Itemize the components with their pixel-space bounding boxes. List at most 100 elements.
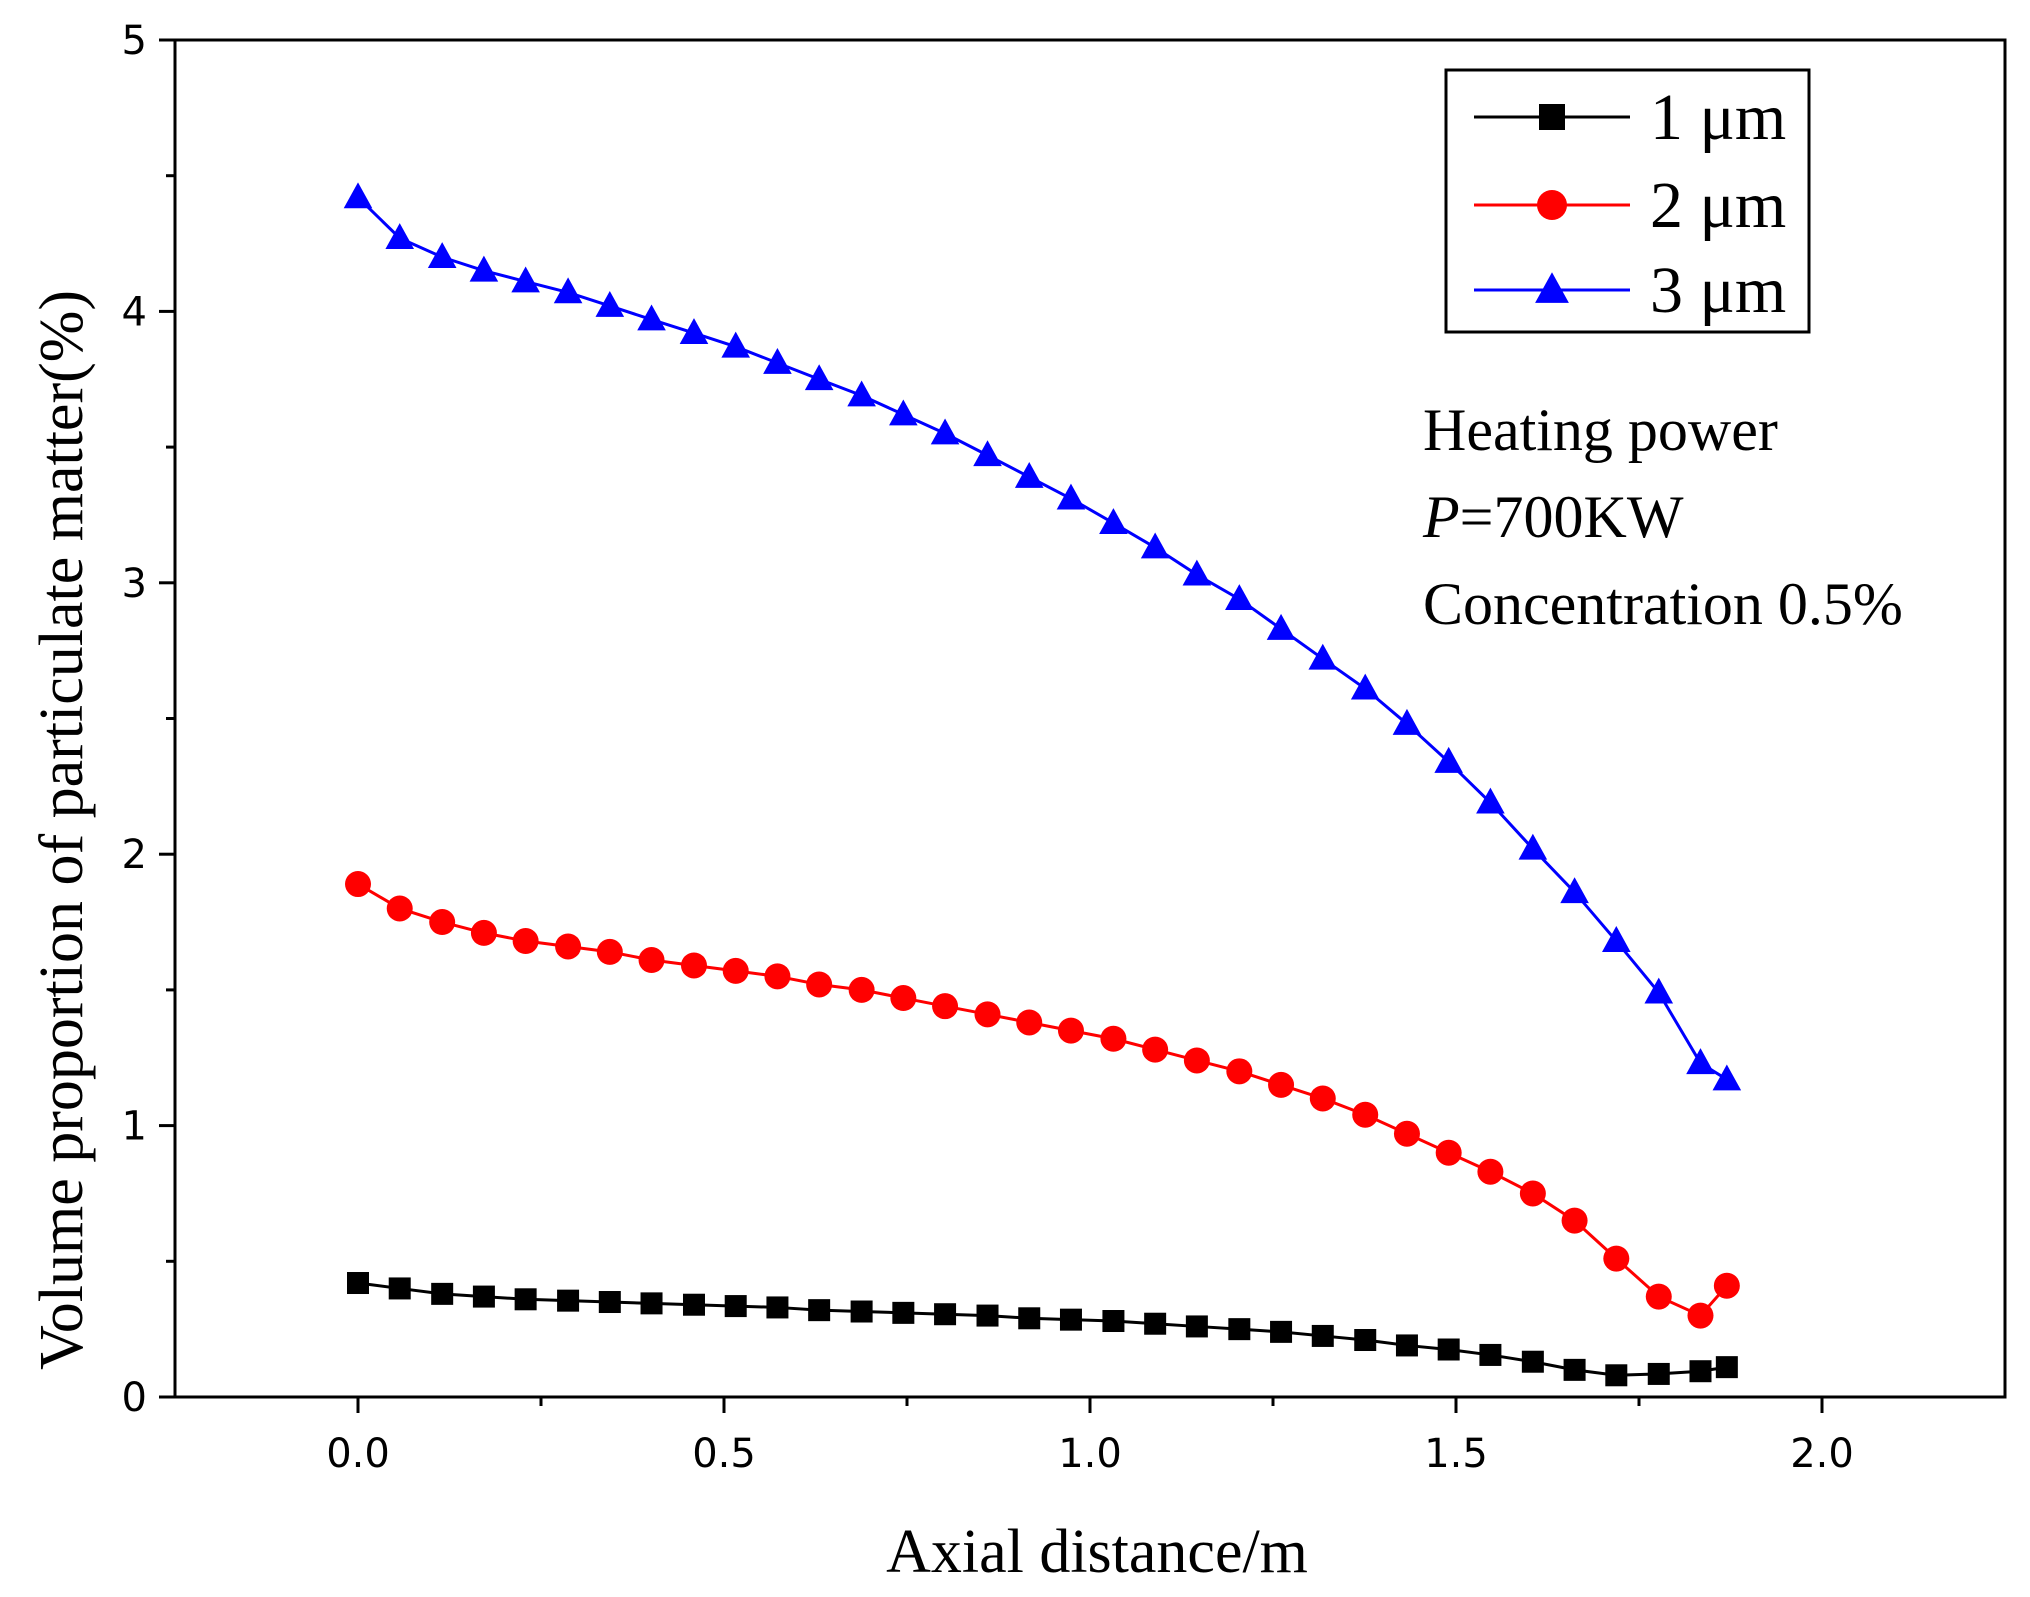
data-point-square [808,1299,831,1322]
data-point-square [431,1282,454,1305]
data-point-triangle [889,399,918,426]
data-point-square [388,1277,411,1300]
data-point-triangle [1014,461,1044,488]
data-point-square [1605,1364,1628,1387]
annotation: Heating power P=700KW Concentration 0.5% [1422,397,1903,637]
data-point-square [514,1288,537,1311]
data-point-circle [848,976,875,1003]
data-point-circle [512,928,539,955]
legend-label: 3 μm [1650,254,1786,327]
data-point-triangle [1140,532,1170,559]
annotation-power-value: P=700KW [1422,484,1684,550]
data-point-circle [1537,190,1567,220]
data-point-square [724,1295,747,1318]
data-point-square [347,1272,369,1295]
data-point-triangle [1560,877,1589,904]
data-point-triangle [595,290,625,317]
data-point-triangle [469,255,499,282]
data-point-triangle [1225,584,1254,610]
data-point-circle [1603,1245,1630,1272]
data-point-circle [764,963,791,990]
data-point-triangle [679,318,709,345]
data-point-circle [1435,1139,1462,1166]
data-point-triangle [1712,1064,1742,1091]
data-point-triangle [1266,613,1296,640]
data-point-triangle [804,364,834,391]
x-tick-label: 0.0 [326,1431,390,1477]
data-point-circle [1352,1101,1379,1128]
data-point-circle [680,952,707,979]
data-point-square [1270,1320,1293,1343]
data-point-triangle [1518,833,1548,860]
data-point-square [976,1304,999,1327]
data-point-square [766,1296,789,1319]
data-point-circle [429,909,456,936]
data-point-square [1354,1329,1377,1352]
data-point-square [1144,1312,1167,1335]
data-point-circle [1142,1036,1169,1063]
data-point-square [1311,1324,1334,1347]
data-point-triangle [1182,559,1212,586]
data-point-circle [890,985,917,1012]
legend-entry-1: 1 μm [1474,81,1786,154]
series-2 [345,871,1740,1329]
data-point-triangle [763,347,792,374]
data-point-square [934,1303,957,1326]
y-tick-label: 1 [122,1104,147,1150]
series-line [357,882,1728,1318]
data-point-circle [974,1001,1001,1028]
data-point-triangle [511,266,540,293]
data-point-triangle [1434,746,1463,773]
data-point-circle [722,957,749,984]
y-tick-label: 4 [122,289,147,335]
data-point-triangle [721,331,751,358]
data-point-circle [555,933,582,960]
data-point-square [1059,1308,1082,1331]
y-axis-title: Volume proportion of particulate matter(… [28,290,96,1370]
data-point-circle [638,947,665,974]
data-point-triangle [343,182,373,209]
x-tick-label: 1.5 [1424,1431,1488,1477]
data-point-circle [470,919,497,946]
data-point-circle [1309,1085,1336,1112]
data-point-square [1647,1362,1670,1385]
data-point-triangle [1476,787,1505,814]
data-point-square [557,1289,580,1312]
data-point-triangle [930,418,960,445]
data-point-circle [1226,1058,1253,1085]
y-tick-label: 2 [122,832,147,878]
data-point-square [1228,1318,1251,1341]
data-point-circle [1645,1283,1672,1310]
legend-entry-3: 3 μm [1474,254,1786,327]
legend-box [1444,68,1811,334]
y-tick-label: 0 [122,1375,147,1421]
data-point-square [1437,1338,1460,1361]
data-point-circle [1687,1302,1714,1329]
data-point-circle [1393,1120,1420,1147]
data-point-square [1102,1310,1125,1333]
data-point-square [1018,1307,1041,1330]
data-point-square [850,1300,873,1323]
data-point-circle [806,971,833,998]
annotation-heating-power: Heating power [1423,397,1778,463]
data-point-triangle [1350,673,1380,700]
data-point-square [1185,1315,1208,1338]
data-point-triangle [1535,272,1569,303]
data-point-circle [1100,1025,1127,1052]
data-point-circle [1016,1009,1043,1036]
data-point-square [1689,1360,1712,1383]
data-point-square [472,1285,495,1308]
series-3 [343,182,1742,1091]
data-point-triangle [637,304,666,331]
data-point-circle [1519,1180,1546,1207]
data-point-circle [1057,1017,1084,1044]
data-point-triangle [1392,708,1422,735]
x-tick-label: 2.0 [1790,1431,1854,1477]
data-point-square [1563,1358,1586,1381]
data-point-circle [1477,1158,1504,1185]
data-point-triangle [427,242,457,269]
x-axis-title: Axial distance/m [886,1518,1308,1586]
annotation-power-number: =700KW [1460,484,1684,550]
annotation-concentration: Concentration 0.5% [1423,571,1903,637]
